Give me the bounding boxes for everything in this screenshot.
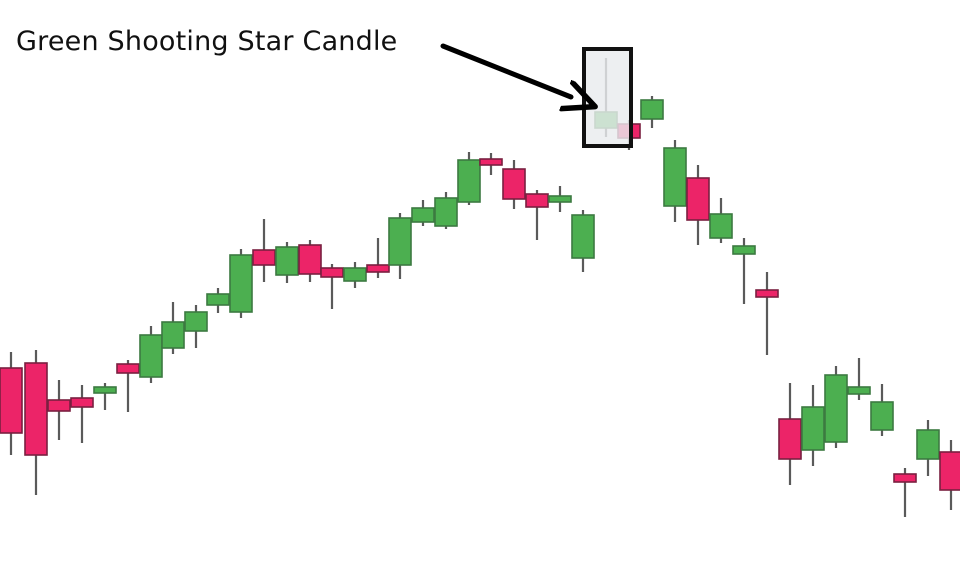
candle-body [824, 374, 848, 443]
candle-body [184, 311, 208, 332]
candle-body [755, 289, 779, 298]
candlestick [457, 152, 481, 205]
candlestick [571, 210, 595, 272]
candle-body [411, 207, 435, 223]
candle-body [939, 451, 960, 491]
candle-body [479, 158, 503, 166]
candlestick [686, 165, 710, 245]
candlestick [343, 262, 367, 288]
candlestick [161, 302, 185, 354]
candlestick [0, 352, 23, 455]
candle-body [548, 195, 572, 203]
candlestick [320, 264, 344, 309]
candlestick [847, 358, 871, 400]
candle-body [252, 249, 276, 266]
annotation-arrow-layer [440, 43, 571, 97]
candles-layer [0, 58, 960, 517]
candlestick [93, 383, 117, 410]
candle-body [663, 147, 687, 207]
candle-body [434, 197, 458, 227]
candle-body [709, 213, 733, 239]
candlestick [801, 385, 825, 466]
candle-body [388, 217, 412, 266]
candlestick [824, 366, 848, 448]
candlestick [184, 305, 208, 348]
candle-body [847, 386, 871, 395]
candlestick [298, 240, 322, 282]
candle-body [870, 401, 894, 431]
candlestick [229, 249, 253, 318]
candlestick [252, 219, 276, 282]
candlestick [116, 360, 140, 412]
highlight-layer [582, 47, 633, 148]
candle-body [366, 264, 390, 273]
candle-body [275, 246, 299, 276]
candlestick [939, 440, 960, 510]
candlestick [663, 140, 687, 222]
candlestick [709, 198, 733, 243]
candle-body [116, 363, 140, 374]
candlestick [525, 190, 549, 240]
candle-body [70, 397, 94, 408]
candlestick [366, 238, 390, 278]
candlestick [411, 200, 435, 226]
candle-body [502, 168, 526, 200]
candlestick [893, 468, 917, 517]
candle-body [732, 245, 756, 255]
candle-body [139, 334, 163, 378]
candle-body [778, 418, 802, 460]
candle-body [47, 399, 71, 412]
candlestick [139, 326, 163, 383]
candle-body [298, 244, 322, 275]
candlestick [502, 160, 526, 209]
candle-body [343, 267, 367, 282]
candlestick [275, 242, 299, 283]
annotation-arrow [440, 43, 571, 97]
candle-body [24, 362, 48, 456]
candle-body [229, 254, 253, 313]
candlestick [778, 383, 802, 485]
candle-body [571, 214, 595, 259]
candle-body [686, 177, 710, 221]
candlestick [70, 385, 94, 443]
candlestick [755, 272, 779, 355]
candle-body [93, 386, 117, 394]
candlestick [479, 153, 503, 175]
annotation-title-label: Green Shooting Star Candle [16, 26, 398, 57]
candle-body [525, 193, 549, 208]
candle-body [893, 473, 917, 483]
candle-body [457, 159, 481, 203]
candlestick [732, 238, 756, 304]
candle-body [206, 293, 230, 306]
candle-body [0, 367, 23, 434]
candlestick [916, 420, 940, 476]
candlestick [206, 288, 230, 313]
candlestick [640, 96, 664, 128]
candle-body [916, 429, 940, 460]
candlestick [24, 350, 48, 495]
candlestick [388, 213, 412, 279]
candlestick [548, 186, 572, 212]
candle-body [320, 267, 344, 278]
candle-body [801, 406, 825, 451]
candlestick [47, 380, 71, 440]
candle-body [640, 99, 664, 120]
candle-body [161, 321, 185, 349]
candlestick [870, 384, 894, 436]
highlight-box-veil [582, 47, 633, 148]
candlestick [434, 192, 458, 229]
